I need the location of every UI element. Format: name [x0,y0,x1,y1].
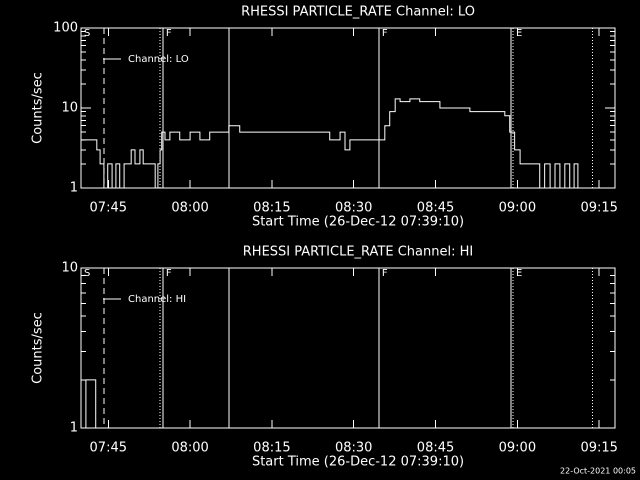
y-tick-label: 10 [61,261,78,276]
x-tick-label: 09:15 [580,201,617,216]
x-axis-label: Start Time (26-Dec-12 07:39:10) [252,215,464,230]
marker-label: F [166,268,172,279]
y-tick-label: 10 [61,101,78,116]
data-line [81,379,101,429]
x-tick-label: 08:00 [171,201,208,216]
marker-label: F [382,28,388,39]
marker-label: E [516,268,522,279]
y-axis-label: Counts/sec [31,312,46,384]
marker-label: S [84,28,90,39]
x-tick-label: 07:45 [90,201,127,216]
x-tick-label: 08:30 [335,201,372,216]
timestamp: 22-Oct-2021 00:05 [560,467,636,476]
marker-label: F [382,268,388,279]
chart-title: RHESSI PARTICLE_RATE Channel: LO [241,5,475,20]
x-tick-label: 08:45 [417,201,454,216]
x-tick-label: 08:30 [335,441,372,456]
x-tick-label: 09:15 [580,441,617,456]
plot-frame [80,267,616,429]
marker-label: F [166,28,172,39]
x-tick-label: 08:15 [253,201,290,216]
marker-label: E [516,28,522,39]
legend-label: Channel: HI [128,294,186,305]
x-tick-label: 09:00 [499,441,536,456]
legend-label: Channel: LO [128,54,189,65]
data-line [81,98,579,189]
y-tick-label: 100 [53,21,78,36]
x-axis-label: Start Time (26-Dec-12 07:39:10) [252,455,464,470]
x-tick-label: 08:45 [417,441,454,456]
marker-label: S [84,268,90,279]
y-tick-label: 1 [70,421,78,436]
chart-title: RHESSI PARTICLE_RATE Channel: HI [243,245,473,260]
y-axis-label: Counts/sec [31,72,46,144]
x-tick-label: 07:45 [90,441,127,456]
x-tick-label: 08:00 [171,441,208,456]
x-tick-label: 09:00 [499,201,536,216]
x-tick-label: 08:15 [253,441,290,456]
y-tick-label: 1 [70,181,78,196]
